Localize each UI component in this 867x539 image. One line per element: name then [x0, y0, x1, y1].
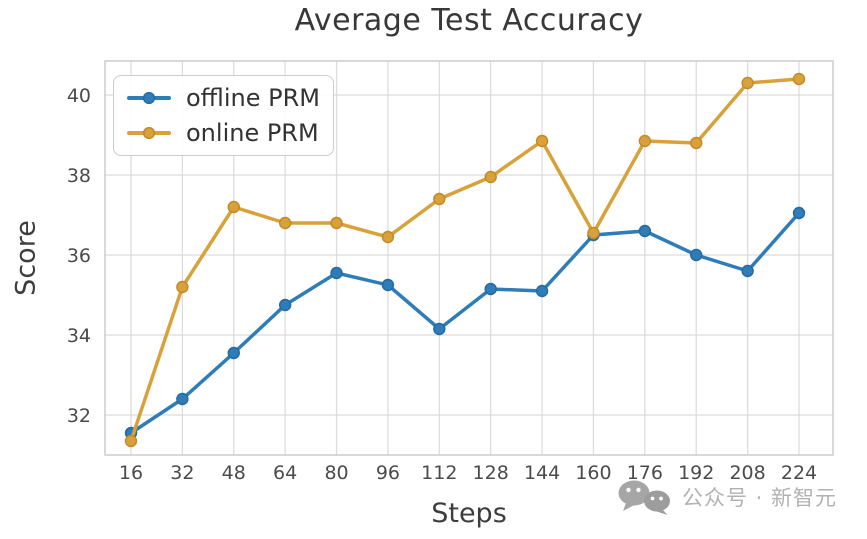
legend: offline PRM online PRM: [113, 75, 334, 156]
data-point-marker: [484, 170, 497, 184]
y-tick-label: 36: [67, 245, 91, 267]
x-tick-label: 48: [222, 462, 246, 484]
marker-dot-icon: [143, 127, 155, 139]
x-tick-label: 128: [473, 462, 509, 484]
watermark-text: 公众号 · 新智元: [682, 486, 838, 510]
legend-label-online-prm: online PRM: [186, 119, 319, 147]
legend-label-offline-prm: offline PRM: [186, 84, 321, 112]
x-tick-label: 160: [575, 462, 611, 484]
x-tick-label: 64: [273, 462, 297, 484]
data-point-marker: [381, 278, 395, 292]
offline-prm-line-marker-swatch: [127, 91, 171, 105]
x-tick-label: 96: [376, 462, 400, 484]
data-point-marker: [433, 322, 446, 336]
data-point-marker: [792, 206, 806, 220]
x-tick-label: 224: [781, 462, 817, 484]
x-tick-label: 112: [421, 462, 457, 484]
y-tick-label: 40: [67, 85, 91, 107]
watermark: 公众号 · 新智元: [617, 479, 837, 515]
series-line-offline-prm: [130, 211, 801, 435]
data-point-marker: [433, 192, 446, 206]
data-point-marker: [227, 200, 240, 214]
plot-border: [104, 60, 834, 456]
y-tick-label: 38: [67, 165, 91, 187]
data-point-marker: [741, 264, 754, 278]
online-prm-line-marker-swatch: [127, 126, 171, 140]
data-point-marker: [381, 230, 395, 244]
x-tick-label: 208: [729, 462, 765, 484]
data-point-marker: [278, 298, 292, 312]
data-point-marker: [484, 282, 497, 296]
marker-dot-icon: [143, 92, 155, 104]
y-tick-label: 34: [67, 325, 91, 347]
wechat-icon: [618, 480, 670, 515]
data-point-marker: [278, 216, 292, 230]
data-point-marker: [124, 434, 138, 448]
series-line-online-prm: [129, 77, 800, 442]
data-point-marker: [587, 226, 600, 240]
x-tick-label: 32: [170, 462, 194, 484]
x-tick-label: 80: [324, 462, 348, 484]
data-point-marker: [535, 284, 549, 298]
data-point-marker: [176, 392, 189, 406]
data-point-marker: [330, 216, 343, 230]
data-point-marker: [741, 76, 754, 90]
legend-item-offline-prm: offline PRM: [127, 84, 323, 112]
y-tick-label: 32: [67, 405, 91, 427]
data-point-marker: [690, 136, 703, 150]
x-tick-label: 16: [119, 462, 143, 484]
data-point-marker: [330, 266, 343, 280]
chart-title: Average Test Accuracy: [294, 3, 644, 38]
data-point-marker: [690, 248, 703, 262]
data-point-marker: [638, 134, 652, 148]
data-point-marker: [227, 346, 240, 360]
data-point-marker: [535, 134, 549, 148]
x-tick-label: 192: [678, 462, 714, 484]
legend-item-online-prm: online PRM: [127, 119, 323, 147]
x-tick-label: 176: [627, 462, 663, 484]
data-point-marker: [638, 224, 652, 238]
x-tick-label: 144: [524, 462, 560, 484]
x-axis-label: Steps: [431, 498, 507, 529]
data-point-marker: [792, 72, 806, 86]
data-point-marker: [176, 280, 189, 294]
